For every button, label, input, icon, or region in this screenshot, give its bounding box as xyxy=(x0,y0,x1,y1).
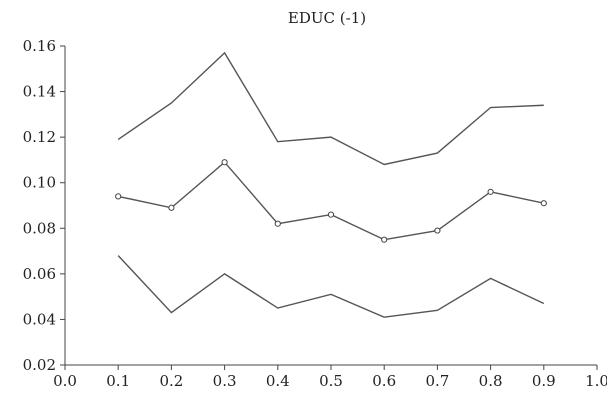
chart-axes: 0.02 0.04 0.06 0.08 0.10 0.12 0.14 0.16 0.0 0.1 0.… xyxy=(23,37,607,390)
series-line-upper-band xyxy=(117,51,544,166)
series-line-estimate xyxy=(118,161,544,241)
series-line-lower-band xyxy=(117,255,545,318)
y-tick-label: 0.08 xyxy=(23,219,56,237)
data-point-estimate xyxy=(487,188,494,195)
x-tick-label: 0.4 xyxy=(266,372,290,390)
y-tick-label: 0.06 xyxy=(23,265,56,283)
y-tick-label: 0.10 xyxy=(23,174,56,192)
x-tick-label: 0.5 xyxy=(319,372,343,390)
x-tick-label: 0.1 xyxy=(106,372,130,390)
y-tick-label: 0.12 xyxy=(23,128,56,146)
chart-series-group xyxy=(115,51,547,318)
x-tick-label: 1.0 xyxy=(585,372,607,390)
x-tick-label: 0.9 xyxy=(532,372,556,390)
x-tick-label: 0.6 xyxy=(372,372,396,390)
data-point-estimate xyxy=(274,220,281,227)
y-tick-label: 0.02 xyxy=(23,356,56,374)
data-point-estimate xyxy=(381,236,388,243)
x-tick-label: 0.8 xyxy=(479,372,503,390)
y-tick-label: 0.04 xyxy=(23,310,56,328)
data-point-estimate xyxy=(221,159,228,166)
data-point-estimate xyxy=(168,204,175,211)
x-tick-label: 0.0 xyxy=(53,372,77,390)
y-tick-label: 0.14 xyxy=(23,83,56,101)
data-point-estimate xyxy=(434,227,441,234)
x-tick-label: 0.7 xyxy=(425,372,449,390)
data-point-estimate xyxy=(327,211,335,218)
x-tick-label: 0.3 xyxy=(213,372,237,390)
data-point-estimate xyxy=(115,193,122,200)
y-tick-label: 0.16 xyxy=(23,37,56,55)
x-tick-label: 0.2 xyxy=(159,372,183,390)
chart-title: EDUC (-1) xyxy=(288,9,366,27)
data-point-estimate xyxy=(540,200,547,207)
